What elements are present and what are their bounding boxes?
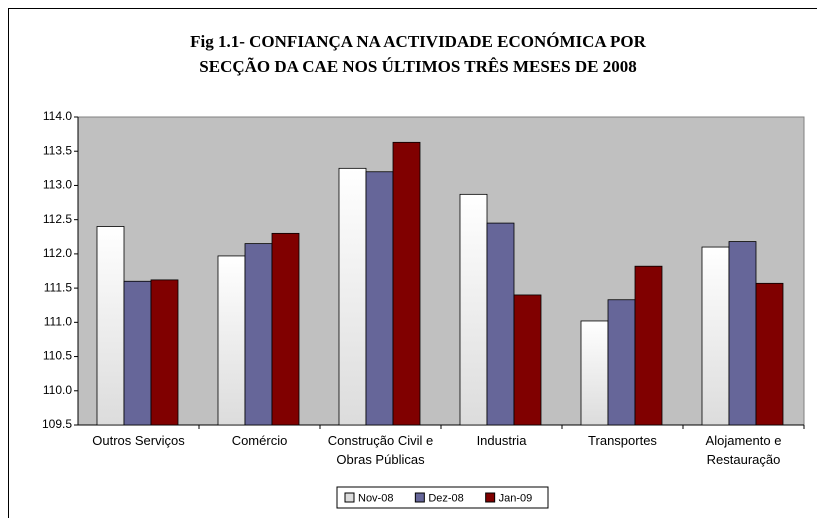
bar bbox=[244, 243, 273, 426]
legend-box bbox=[336, 486, 549, 509]
legend-label: Nov-08 bbox=[358, 492, 393, 504]
x-tick-label: Transportes bbox=[588, 433, 657, 448]
bar bbox=[392, 141, 421, 426]
bar bbox=[123, 280, 152, 426]
plot-area bbox=[77, 116, 805, 426]
y-tick-label: 111.0 bbox=[44, 315, 73, 329]
x-tick-label: Industria bbox=[476, 433, 527, 448]
bar bbox=[365, 171, 394, 426]
bar bbox=[755, 282, 784, 426]
legend-swatch bbox=[485, 492, 496, 503]
x-tick-label: Comércio bbox=[231, 433, 288, 448]
y-tick-label: 112.5 bbox=[43, 212, 72, 226]
legend-label: Jan-09 bbox=[499, 492, 533, 504]
y-tick-label: 113.5 bbox=[43, 143, 72, 157]
chart-title: SECÇÃO DA CAE NOS ÚLTIMOS TRÊS MESES DE … bbox=[199, 57, 636, 76]
legend-swatch bbox=[414, 492, 425, 503]
y-tick-label: 110.0 bbox=[43, 383, 72, 397]
bar bbox=[150, 279, 179, 426]
x-tick-label: Alojamento e Restauração bbox=[705, 433, 782, 467]
x-tick-label: Outros Serviços bbox=[92, 433, 185, 448]
bar bbox=[728, 241, 757, 426]
bar bbox=[513, 294, 542, 426]
bar bbox=[338, 167, 367, 426]
y-tick-label: 109.5 bbox=[42, 417, 72, 431]
bar bbox=[459, 193, 488, 426]
y-tick-label: 112.0 bbox=[43, 246, 72, 260]
bar bbox=[634, 265, 663, 426]
bar bbox=[217, 255, 246, 426]
y-tick-label: 111.5 bbox=[44, 280, 73, 294]
chart-title: Fig 1.1- CONFIANÇA NA ACTIVIDADE ECONÓMI… bbox=[190, 32, 646, 51]
bar bbox=[271, 232, 300, 426]
x-tick-label: Construção Civil e Obras Públicas bbox=[327, 433, 434, 467]
y-tick-label: 113.0 bbox=[43, 178, 72, 192]
bar bbox=[701, 246, 730, 426]
legend-label: Dez-08 bbox=[428, 492, 463, 504]
bar bbox=[486, 222, 515, 426]
y-tick-label: 114.0 bbox=[43, 109, 72, 123]
bar bbox=[607, 299, 636, 426]
y-tick-label: 110.5 bbox=[43, 349, 72, 363]
legend-swatch bbox=[344, 492, 355, 503]
bar bbox=[96, 226, 125, 426]
bar bbox=[580, 320, 609, 426]
